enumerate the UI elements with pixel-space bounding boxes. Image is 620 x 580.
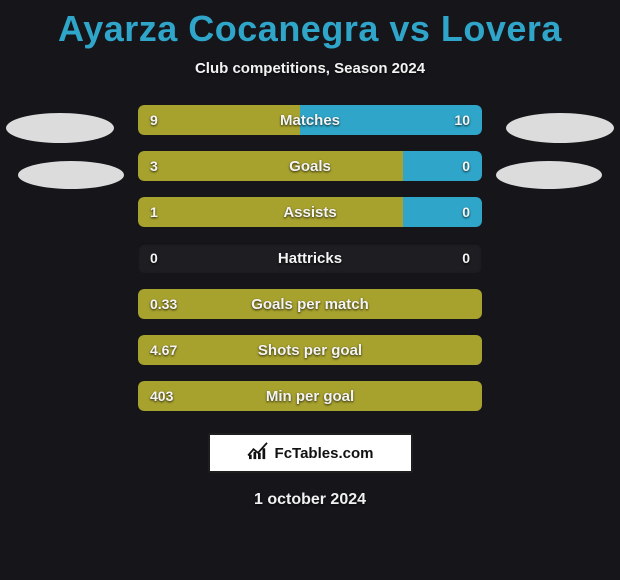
brand-label: FcTables.com [275, 445, 374, 462]
player-left-pill-1 [6, 113, 114, 143]
player-right-pill-1 [506, 113, 614, 143]
bar-fill-left [138, 381, 482, 411]
footer-date: 1 october 2024 [0, 491, 620, 509]
bar-row: 403Min per goal [138, 381, 482, 411]
bar-fill-left [138, 197, 403, 227]
player-left-pill-2 [18, 161, 124, 189]
bar-fill-left [138, 289, 482, 319]
bar-fill-right [403, 151, 482, 181]
page-subtitle: Club competitions, Season 2024 [0, 60, 620, 77]
bar-fill-right [300, 105, 482, 135]
bars-container: 910Matches 30Goals 10Assists 0 0Hattricks 0.3… [138, 105, 482, 427]
bar-fill-right [403, 197, 482, 227]
bar-row: 910Matches [138, 105, 482, 135]
comparison-chart: 910Matches 30Goals 10Assists 0 0Hattricks 0.3… [0, 105, 620, 425]
bar-value-left: 0 [150, 243, 158, 273]
bar-row: 4.67Shots per goal [138, 335, 482, 365]
bar-fill-left [138, 151, 403, 181]
bar-row: 10Assists [138, 197, 482, 227]
page-title: Ayarza Cocanegra vs Lovera [0, 0, 620, 50]
chart-icon [247, 442, 269, 464]
bar-label: Hattricks [138, 243, 482, 273]
bar-value-right: 0 [462, 243, 470, 273]
bar-row: 30Goals [138, 151, 482, 181]
bar-row: 0 0Hattricks [138, 243, 482, 273]
player-right-pill-2 [496, 161, 602, 189]
bar-fill-left [138, 335, 482, 365]
bar-fill-left [138, 105, 300, 135]
brand-badge[interactable]: FcTables.com [208, 433, 413, 473]
bar-row: 0.33Goals per match [138, 289, 482, 319]
